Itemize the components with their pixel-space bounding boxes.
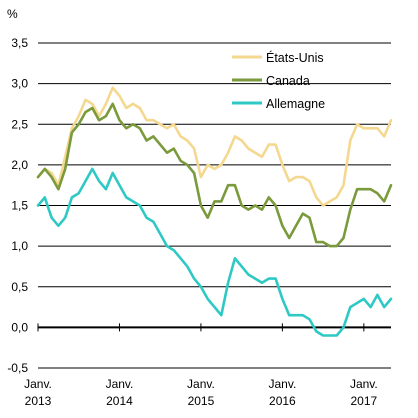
y-tick-label: -0,5 (7, 361, 28, 375)
legend-label-1: Canada (266, 74, 310, 88)
x-tick-year: 2017 (350, 394, 377, 408)
series-lines (36, 86, 393, 337)
y-tick-label: 1,0 (11, 239, 28, 253)
y-tick-label: 0,0 (11, 320, 28, 334)
legend-label-0: États-Unis (266, 50, 324, 65)
y-tick-label: 2,0 (11, 158, 28, 172)
y-tick-label: 2,5 (11, 117, 28, 131)
x-tick-year: 2014 (106, 394, 133, 408)
y-tick-label: 3,5 (11, 36, 28, 50)
y-tick-label: 0,5 (11, 280, 28, 294)
y-tick-label: 3,0 (11, 77, 28, 91)
series-line-1 (36, 102, 393, 248)
x-tick-label: Janv. (24, 377, 52, 391)
x-tick-label: Janv. (106, 377, 134, 391)
legend: États-Unis Canada Allemagne (232, 50, 325, 111)
y-unit-label: % (7, 7, 18, 21)
gridlines (38, 42, 391, 369)
x-tick-label: Janv. (350, 377, 378, 391)
legend-label-2: Allemagne (266, 97, 325, 111)
y-tick-label: 1,5 (11, 199, 28, 213)
x-tick-year: 2016 (269, 394, 296, 408)
series-line-2 (36, 167, 393, 337)
x-tick-year: 2013 (25, 394, 52, 408)
x-tick-label: Janv. (187, 377, 215, 391)
x-tick-year: 2015 (188, 394, 215, 408)
y-axis-ticks: 3,5 3,0 2,5 2,0 1,5 1,0 0,5 0,0 -0,5 (7, 36, 28, 375)
x-tick-label: Janv. (268, 377, 296, 391)
series-line-0 (36, 86, 393, 207)
x-axis-ticks: Janv. 2013 Janv. 2014 Janv. 2015 Janv. 2016 Janv… (24, 323, 378, 408)
